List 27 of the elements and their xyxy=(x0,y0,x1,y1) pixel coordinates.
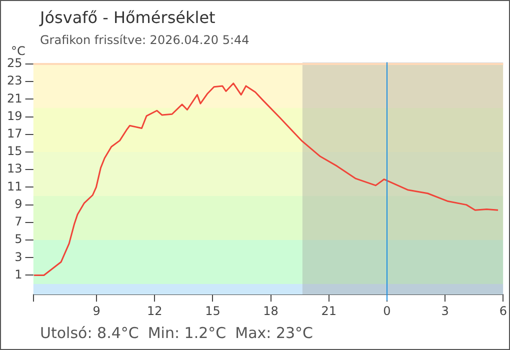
x-tick-label: 6 xyxy=(499,304,508,318)
y-tick-label: 15 xyxy=(6,144,22,158)
text: Max: 23°C xyxy=(235,324,314,342)
y-tick-label: 7 xyxy=(14,214,22,229)
y-tick-label: 11 xyxy=(6,179,22,194)
x-tick-label: 12 xyxy=(146,304,162,318)
chart-subtitle: Grafikon frissítve: 2026.04.20 5:44 xyxy=(40,33,250,47)
text: Utolsó: 8.4°C xyxy=(40,324,139,342)
y-tick-label: 17 xyxy=(6,126,22,141)
x-tick-label: 18 xyxy=(263,304,278,318)
y-axis-title: °C xyxy=(11,44,26,58)
y-tick-label: 25 xyxy=(6,56,22,70)
y-tick-label: 3 xyxy=(14,250,22,264)
chart-title: Jósvafő - Hőmérséklet xyxy=(40,8,216,27)
x-tick-label: 15 xyxy=(205,304,220,318)
y-tick-label: 23 xyxy=(6,74,22,88)
x-tick-label: 0 xyxy=(383,304,391,318)
y-tick-label: 19 xyxy=(6,108,22,123)
y-tick-label: 21 xyxy=(6,91,22,106)
text: Min: 1.2°C xyxy=(148,324,226,342)
x-tick-label: 9 xyxy=(92,304,100,318)
x-tick-label: 21 xyxy=(321,304,337,318)
y-tick-label: 13 xyxy=(6,162,22,176)
y-tick-label: 5 xyxy=(14,232,22,246)
y-tick-label: 9 xyxy=(14,196,22,211)
x-tick-label: 3 xyxy=(441,304,449,318)
y-tick-label: 1 xyxy=(14,267,22,282)
